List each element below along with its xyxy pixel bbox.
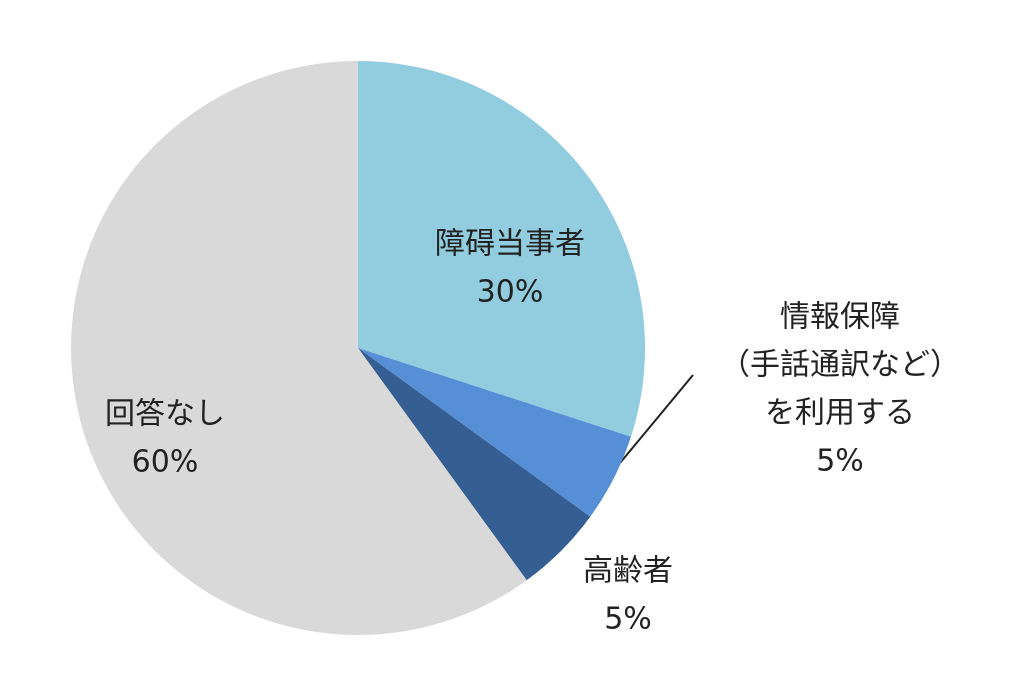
value-label: 30% bbox=[477, 275, 544, 310]
slice-label: （手話通訳など） bbox=[720, 348, 960, 383]
slice-label: 高齢者 bbox=[583, 554, 673, 589]
pie-slice bbox=[358, 348, 591, 581]
value-label: 5% bbox=[604, 602, 652, 637]
slice-label: 回答なし bbox=[105, 397, 225, 432]
value-label: 60% bbox=[132, 445, 199, 480]
pie-slice bbox=[358, 348, 631, 517]
pie-slice bbox=[358, 61, 646, 437]
slice-label: を利用する bbox=[765, 396, 915, 431]
slice-label: 情報保障 bbox=[780, 300, 900, 335]
value-label: 5% bbox=[816, 444, 864, 479]
slice-label: 障碍当事者 bbox=[435, 227, 585, 262]
leader-line bbox=[619, 374, 694, 464]
pie-slice bbox=[70, 61, 527, 635]
